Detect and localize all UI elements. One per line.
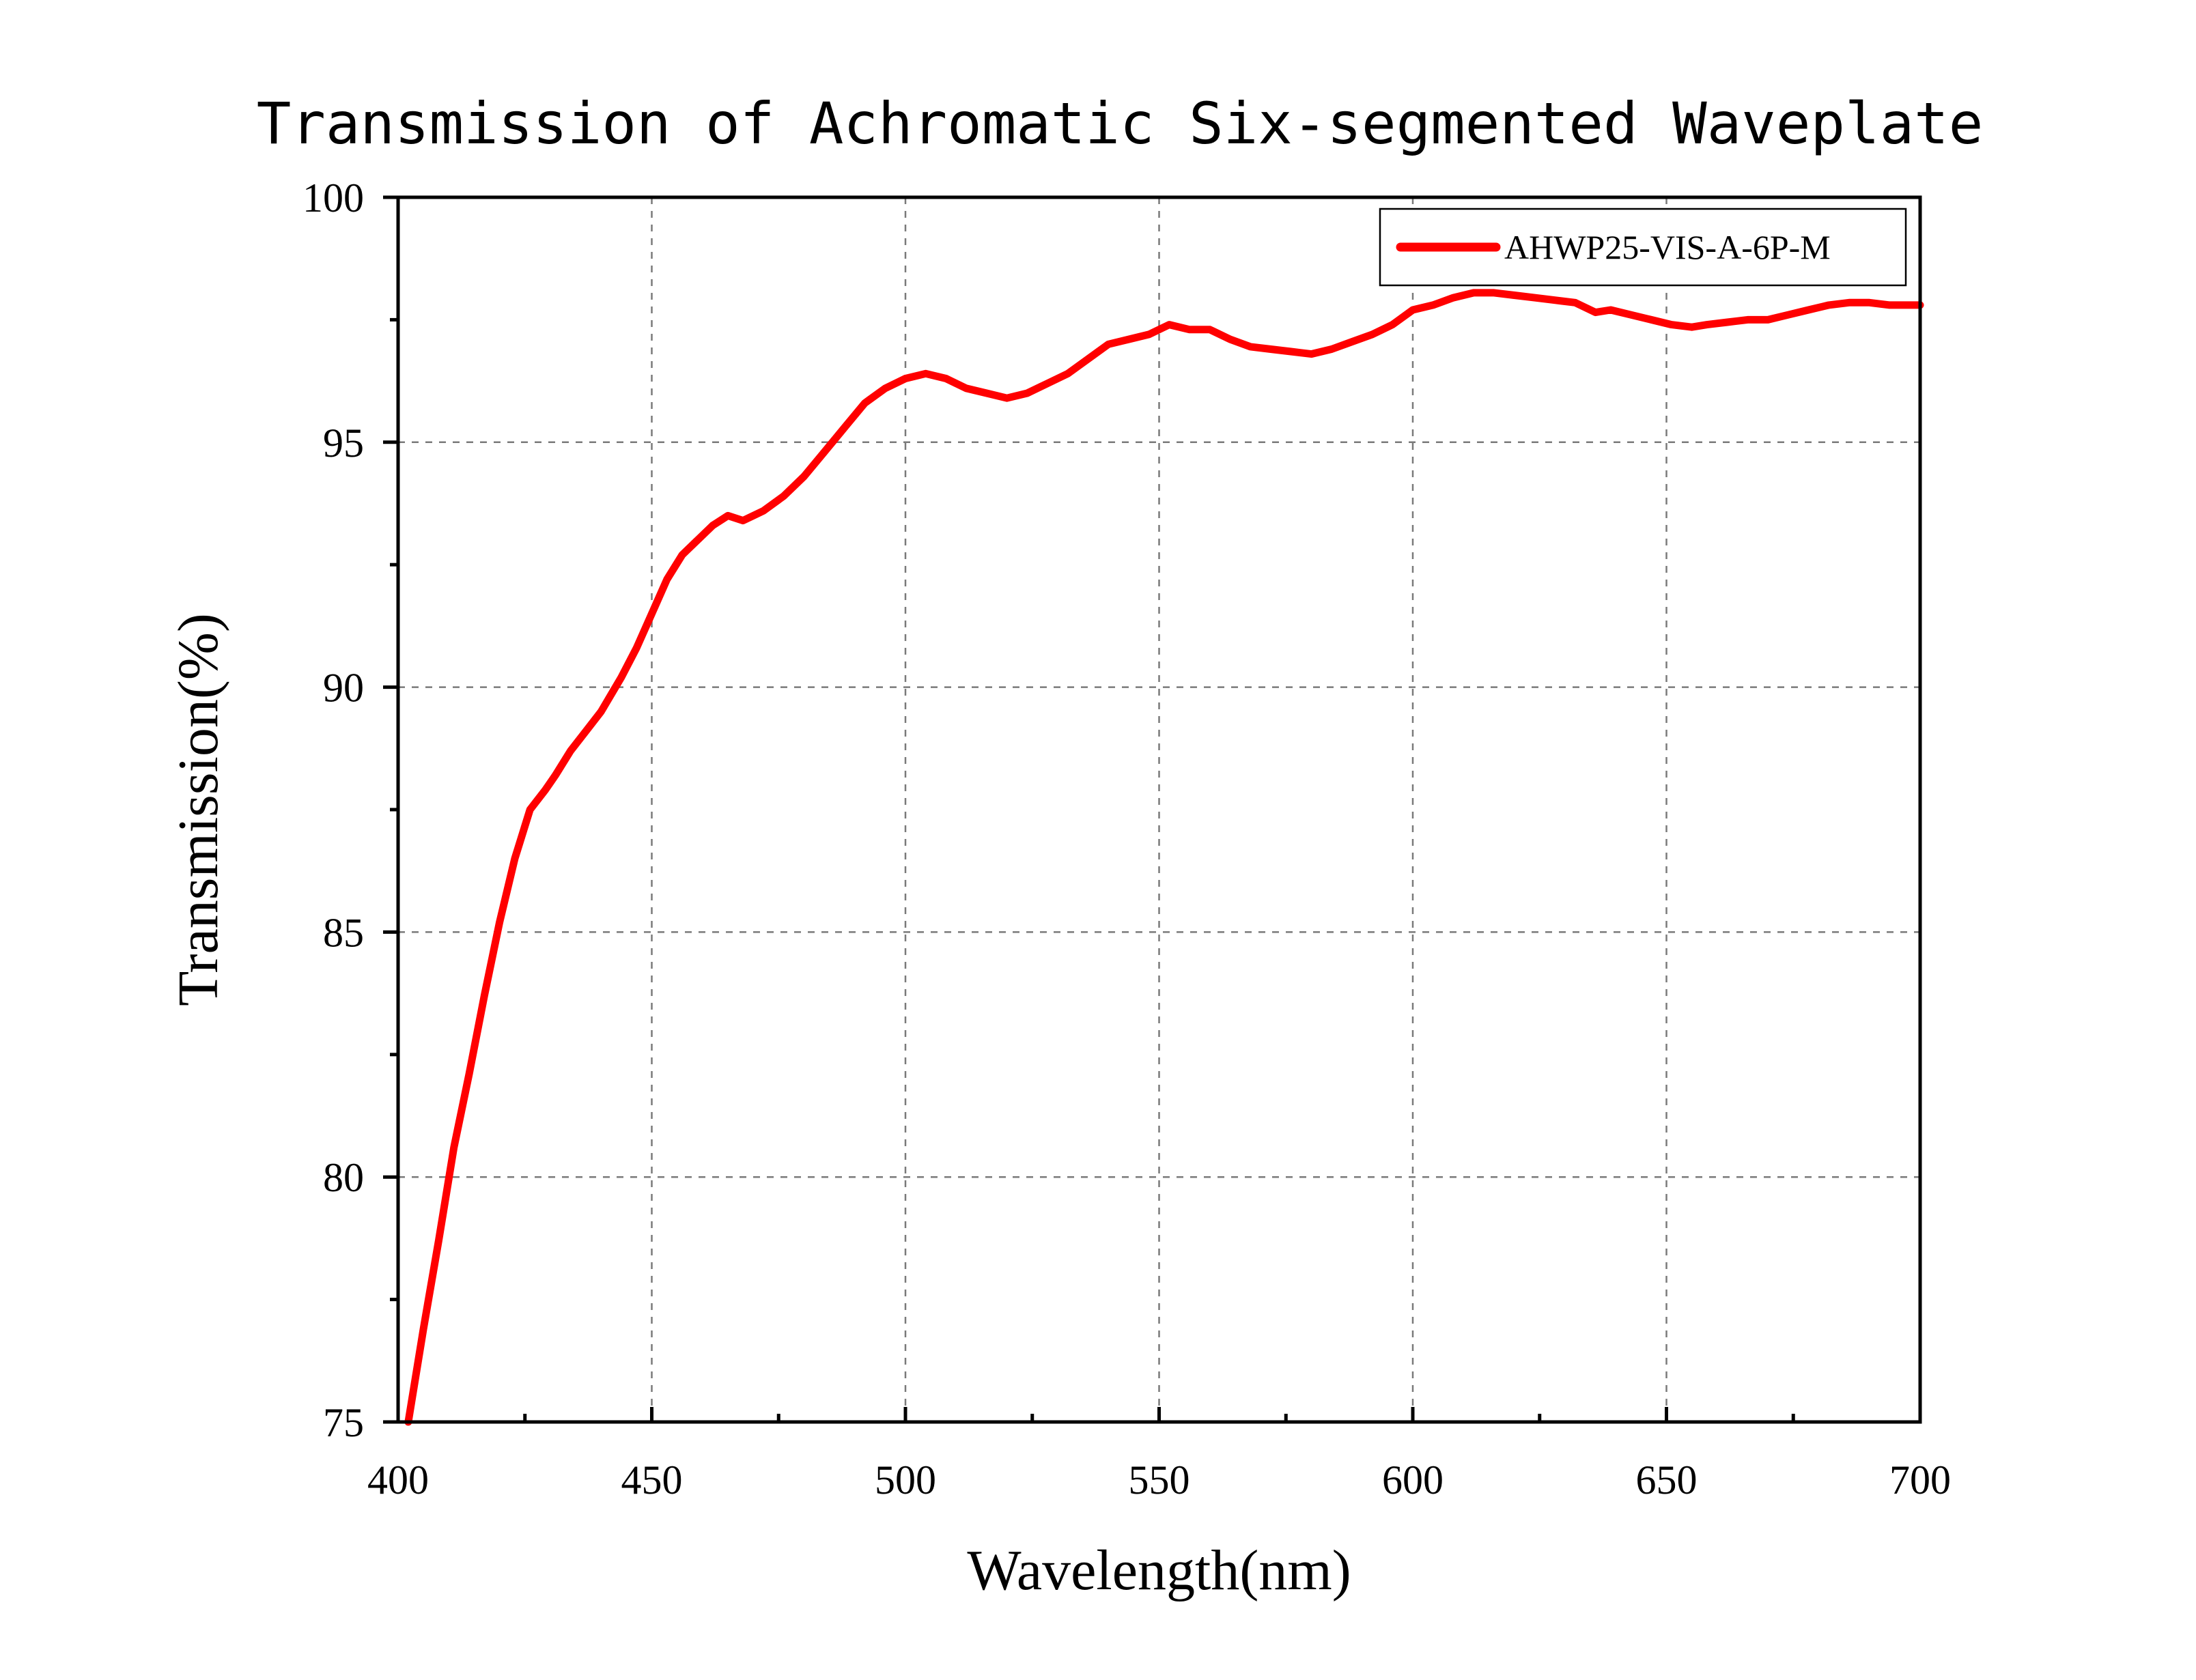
x-axis-label: Wavelength(nm) <box>967 1539 1351 1602</box>
x-tick-label: 700 <box>1889 1457 1951 1503</box>
y-tick-label: 75 <box>323 1400 364 1445</box>
x-tick-label: 450 <box>621 1457 683 1503</box>
legend: AHWP25-VIS-A-6P-M <box>1379 208 1907 287</box>
x-tick-label: 550 <box>1129 1457 1190 1503</box>
legend-label: AHWP25-VIS-A-6P-M <box>1504 228 1831 266</box>
grid <box>398 197 1920 1422</box>
y-tick-label: 90 <box>323 666 364 711</box>
y-tick-label: 100 <box>302 175 364 220</box>
x-tick-label: 500 <box>875 1457 936 1503</box>
ticks <box>383 195 1922 1424</box>
x-tick-label: 600 <box>1382 1457 1444 1503</box>
y-axis-label: Transmission(%) <box>167 613 230 1006</box>
x-tick-label: 650 <box>1636 1457 1698 1503</box>
tick-labels: 400 450 500 550 600 650 700 75 80 85 90 95 100 <box>302 175 1951 1503</box>
y-tick-label: 85 <box>323 910 364 955</box>
series-layer <box>404 289 1924 1426</box>
series-line-0 <box>404 289 1924 1426</box>
y-tick-label: 80 <box>323 1155 364 1200</box>
y-tick-label: 95 <box>323 421 364 466</box>
chart-title: Transmission of Achromatic Six-segmented… <box>257 90 1984 157</box>
x-tick-label: 400 <box>367 1457 429 1503</box>
